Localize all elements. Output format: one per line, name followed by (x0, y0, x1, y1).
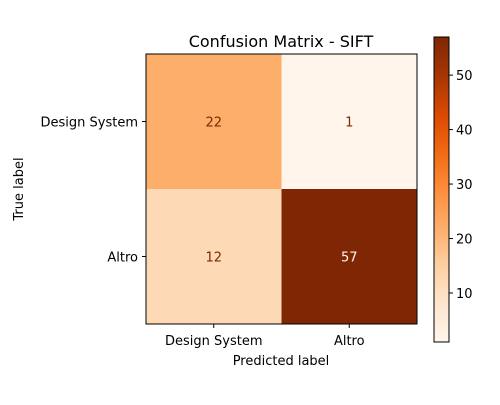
cell-value-label: 22 (205, 116, 222, 131)
cell-value-label: 1 (345, 116, 353, 131)
y-tick-label: Altro (107, 251, 138, 266)
y-axis-label: True label (12, 157, 27, 221)
colorbar-tick-label: 10 (456, 287, 473, 302)
cell-value-label: 12 (205, 251, 222, 266)
colorbar-tick-label: 30 (456, 178, 473, 193)
y-axis-ticks: Design System Altro (41, 116, 147, 266)
matrix-cells (146, 54, 417, 324)
y-tick-label: Design System (41, 116, 139, 131)
x-axis-ticks: Design System Altro (165, 324, 365, 349)
colorbar-tick-label: 50 (456, 69, 473, 84)
colorbar-ticks: 10 20 30 40 50 (449, 69, 473, 302)
x-axis-label: Predicted label (233, 354, 330, 369)
colorbar (434, 37, 449, 342)
x-tick-label: Design System (165, 334, 263, 349)
x-tick-label: Altro (334, 334, 365, 349)
chart-title: Confusion Matrix - SIFT (189, 32, 374, 51)
cell-value-label: 57 (341, 251, 358, 266)
colorbar-tick-label: 20 (456, 233, 473, 248)
colorbar-tick-label: 40 (456, 124, 473, 139)
